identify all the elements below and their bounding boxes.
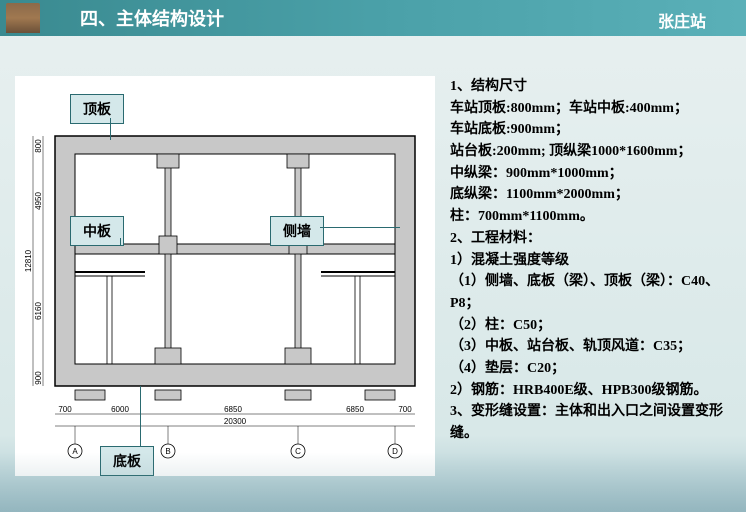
svg-text:6160: 6160: [34, 302, 43, 320]
svg-text:6000: 6000: [111, 405, 129, 414]
logo-icon: [6, 3, 40, 33]
text-line: 2、工程材料：: [450, 228, 728, 250]
text-line: 1）混凝土强度等级: [450, 250, 728, 272]
text-line: 3、变形缝设置：主体和出入口之间设置变形缝。: [450, 401, 728, 444]
text-line: 车站顶板:800mm；车站中板:400mm；: [450, 98, 728, 120]
text-line: （1）侧墙、底板（梁）、顶板（梁）：C40、P8；: [450, 271, 728, 314]
svg-text:C: C: [295, 447, 301, 456]
slide-title: 四、主体结构设计: [80, 5, 224, 31]
text-line: 车站底板:900mm；: [450, 119, 728, 141]
svg-text:6850: 6850: [224, 405, 242, 414]
text-line: 站台板:200mm; 顶纵梁1000*1600mm；: [450, 141, 728, 163]
callout-bottom-slab: 底板: [100, 446, 154, 476]
svg-text:12810: 12810: [24, 249, 33, 272]
svg-text:4950: 4950: [34, 192, 43, 210]
text-line: （3）中板、站台板、轨顶风道：C35；: [450, 336, 728, 358]
text-line: （4）垫层：C20；: [450, 358, 728, 380]
text-line: 底纵梁：1100mm*2000mm；: [450, 184, 728, 206]
svg-text:6850: 6850: [346, 405, 364, 414]
svg-text:A: A: [72, 447, 78, 456]
svg-text:700: 700: [58, 405, 72, 414]
callout-top-slab: 顶板: [70, 94, 124, 124]
svg-text:D: D: [392, 447, 398, 456]
slide-content: 800 4950 6160 900 12810 700 6000 6850 68…: [0, 36, 746, 486]
slide-header: 四、主体结构设计 张庄站: [0, 0, 746, 36]
callout-mid-slab: 中板: [70, 216, 124, 246]
cross-section-svg: 800 4950 6160 900 12810 700 6000 6850 68…: [15, 76, 435, 476]
station-name: 张庄站: [658, 8, 706, 32]
svg-text:B: B: [165, 447, 170, 456]
text-line: （2）柱：C50；: [450, 315, 728, 337]
text-line: 中纵梁：900mm*1000mm；: [450, 163, 728, 185]
text-line: 1、结构尺寸: [450, 76, 728, 98]
text-line: 2）钢筋：HRB400E级、HPB300级钢筋。: [450, 380, 728, 402]
spec-text: 1、结构尺寸 车站顶板:800mm；车站中板:400mm； 车站底板:900mm…: [435, 76, 736, 476]
svg-text:800: 800: [34, 139, 43, 153]
svg-text:900: 900: [34, 371, 43, 385]
text-line: 柱：700mm*1100mm。: [450, 206, 728, 228]
callout-side-wall: 侧墙: [270, 216, 324, 246]
section-diagram: 800 4950 6160 900 12810 700 6000 6850 68…: [15, 76, 435, 476]
svg-text:700: 700: [398, 405, 412, 414]
svg-text:20300: 20300: [224, 417, 247, 426]
